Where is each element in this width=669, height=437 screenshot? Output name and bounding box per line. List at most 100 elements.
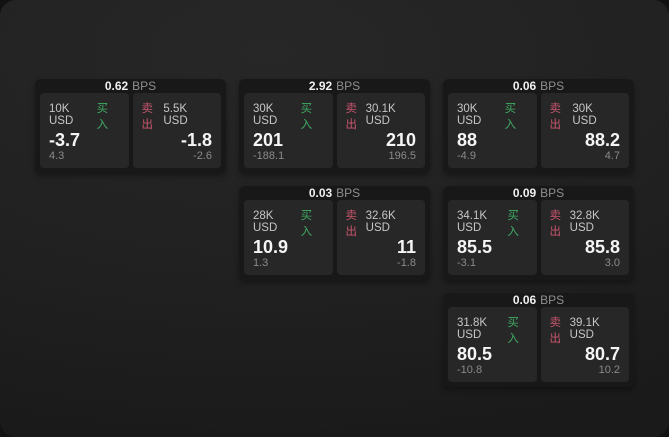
quote-card: 0.06 BPS 31.8K USD 买入 80.5 -10.8 卖出 39.1… xyxy=(443,293,634,387)
quote-card: 0.03 BPS 28K USD 买入 10.9 1.3 卖出 32.6K US… xyxy=(239,186,430,280)
buy-price: 201 xyxy=(253,130,284,150)
buy-panel[interactable]: 10K USD 买入 -3.7 4.3 xyxy=(40,93,129,168)
bps-value: 0.06 xyxy=(512,293,537,307)
buy-side-label: 买入 xyxy=(507,210,519,238)
buy-price: -3.7 xyxy=(49,130,81,150)
sell-amount: 32.8K USD xyxy=(569,210,600,234)
sell-panel[interactable]: 卖出 30K USD 88.2 4.7 xyxy=(540,93,629,168)
sell-amount: 30K USD xyxy=(572,103,597,127)
sell-side-label: 卖出 xyxy=(345,210,358,238)
buy-panel-top: 31.8K USD 买入 xyxy=(457,314,528,346)
bps-value: 0.03 xyxy=(308,186,333,200)
bps-value: 2.92 xyxy=(308,79,333,93)
sell-side-label: 卖出 xyxy=(549,210,562,238)
sell-price: 210 xyxy=(385,130,416,150)
quote-card: 0.62 BPS 10K USD 买入 -3.7 4.3 卖出 5.5K USD… xyxy=(35,79,226,173)
sell-price: 80.7 xyxy=(584,344,620,364)
quote-card: 0.06 BPS 30K USD 买入 88 -4.9 卖出 30K USD 8… xyxy=(443,79,634,173)
sell-panel-top: 卖出 32.6K USD xyxy=(346,207,417,239)
sell-price: 85.8 xyxy=(584,237,620,257)
sell-amount: 39.1K USD xyxy=(569,317,600,341)
sell-panel[interactable]: 卖出 5.5K USD -1.8 -2.6 xyxy=(132,93,221,168)
buy-sell-panels: 28K USD 买入 10.9 1.3 卖出 32.6K USD 11 -1.8 xyxy=(244,200,425,275)
buy-panel[interactable]: 31.8K USD 买入 80.5 -10.8 xyxy=(448,307,537,382)
buy-amount: 31.8K USD xyxy=(457,317,488,341)
sell-amount: 5.5K USD xyxy=(163,103,188,127)
sell-panel[interactable]: 卖出 39.1K USD 80.7 10.2 xyxy=(540,307,629,382)
sell-delta: 3.0 xyxy=(604,257,620,269)
buy-price: 80.5 xyxy=(457,344,493,364)
sell-delta: 4.7 xyxy=(604,150,620,162)
buy-side-label: 买入 xyxy=(96,103,109,131)
buy-amount: 30K USD xyxy=(457,103,482,127)
bps-unit-label: BPS xyxy=(540,79,565,93)
buy-panel-top: 10K USD 买入 xyxy=(49,100,120,132)
sell-price: 11 xyxy=(396,237,416,257)
buy-panel-top: 28K USD 买入 xyxy=(253,207,324,239)
bps-value: 0.06 xyxy=(512,79,537,93)
bps-header: 0.06 BPS xyxy=(448,293,629,307)
buy-delta: 1.3 xyxy=(253,257,269,269)
buy-panel[interactable]: 30K USD 买入 88 -4.9 xyxy=(448,93,537,168)
sell-amount: 30.1K USD xyxy=(365,103,396,127)
buy-delta: -3.1 xyxy=(457,257,476,269)
buy-sell-panels: 30K USD 买入 88 -4.9 卖出 30K USD 88.2 4.7 xyxy=(448,93,629,168)
sell-panel[interactable]: 卖出 30.1K USD 210 196.5 xyxy=(336,93,425,168)
bps-header: 2.92 BPS xyxy=(244,79,425,93)
sell-panel-top: 卖出 39.1K USD xyxy=(550,314,621,346)
sell-side-label: 卖出 xyxy=(549,317,562,345)
buy-price: 85.5 xyxy=(457,237,493,257)
buy-delta: 4.3 xyxy=(49,150,65,162)
buy-price: 88 xyxy=(457,130,478,150)
buy-panel-top: 30K USD 买入 xyxy=(253,100,324,132)
buy-panel-top: 30K USD 买入 xyxy=(457,100,528,132)
bps-unit-label: BPS xyxy=(540,293,565,307)
buy-sell-panels: 31.8K USD 买入 80.5 -10.8 卖出 39.1K USD 80.… xyxy=(448,307,629,382)
sell-amount: 32.6K USD xyxy=(365,210,396,234)
buy-side-label: 买入 xyxy=(300,103,313,131)
bps-header: 0.06 BPS xyxy=(448,79,629,93)
buy-price: 10.9 xyxy=(253,237,289,257)
bps-header: 0.62 BPS xyxy=(40,79,221,93)
sell-delta: -2.6 xyxy=(193,150,212,162)
buy-amount: 34.1K USD xyxy=(457,210,488,234)
buy-amount: 28K USD xyxy=(253,210,278,234)
sell-price: 88.2 xyxy=(584,130,620,150)
buy-sell-panels: 10K USD 买入 -3.7 4.3 卖出 5.5K USD -1.8 -2.… xyxy=(40,93,221,168)
buy-panel[interactable]: 34.1K USD 买入 85.5 -3.1 xyxy=(448,200,537,275)
sell-delta: -1.8 xyxy=(397,257,416,269)
buy-amount: 30K USD xyxy=(253,103,278,127)
sell-delta: 196.5 xyxy=(388,150,416,162)
bps-value: 0.09 xyxy=(512,186,537,200)
sell-panel-top: 卖出 32.8K USD xyxy=(550,207,621,239)
buy-sell-panels: 30K USD 买入 201 -188.1 卖出 30.1K USD 210 1… xyxy=(244,93,425,168)
buy-panel-top: 34.1K USD 买入 xyxy=(457,207,528,239)
buy-side-label: 买入 xyxy=(504,103,517,131)
bps-unit-label: BPS xyxy=(336,79,361,93)
buy-side-label: 买入 xyxy=(507,317,519,345)
sell-delta: 10.2 xyxy=(598,364,620,376)
quote-grid: 0.62 BPS 10K USD 买入 -3.7 4.3 卖出 5.5K USD… xyxy=(35,79,634,387)
bps-header: 0.09 BPS xyxy=(448,186,629,200)
buy-panel[interactable]: 28K USD 买入 10.9 1.3 xyxy=(244,200,333,275)
sell-panel-top: 卖出 5.5K USD xyxy=(142,100,213,132)
buy-sell-panels: 34.1K USD 买入 85.5 -3.1 卖出 32.8K USD 85.8… xyxy=(448,200,629,275)
bps-unit-label: BPS xyxy=(132,79,157,93)
bps-unit-label: BPS xyxy=(540,186,565,200)
sell-panel[interactable]: 卖出 32.8K USD 85.8 3.0 xyxy=(540,200,629,275)
buy-delta: -188.1 xyxy=(253,150,285,162)
sell-price: -1.8 xyxy=(180,130,212,150)
buy-side-label: 买入 xyxy=(300,210,313,238)
sell-side-label: 卖出 xyxy=(141,103,154,131)
sell-side-label: 卖出 xyxy=(345,103,358,131)
buy-delta: -10.8 xyxy=(457,364,483,376)
quote-card: 0.09 BPS 34.1K USD 买入 85.5 -3.1 卖出 32.8K… xyxy=(443,186,634,280)
sell-panel-top: 卖出 30.1K USD xyxy=(346,100,417,132)
buy-panel[interactable]: 30K USD 买入 201 -188.1 xyxy=(244,93,333,168)
bps-header: 0.03 BPS xyxy=(244,186,425,200)
sell-side-label: 卖出 xyxy=(549,103,562,131)
sell-panel[interactable]: 卖出 32.6K USD 11 -1.8 xyxy=(336,200,425,275)
bps-unit-label: BPS xyxy=(336,186,361,200)
quote-card: 2.92 BPS 30K USD 买入 201 -188.1 卖出 30.1K … xyxy=(239,79,430,173)
